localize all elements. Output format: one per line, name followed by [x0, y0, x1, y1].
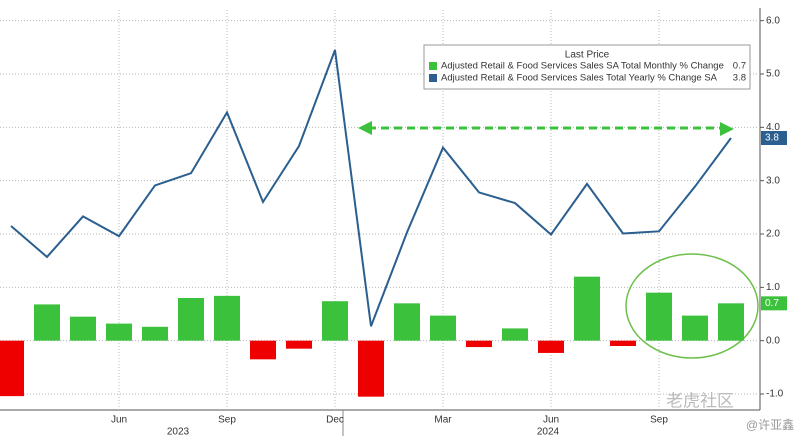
value-tag-label: 3.8: [765, 133, 779, 144]
y-tick-label: 4.0: [766, 122, 780, 133]
value-tag-label: 0.7: [765, 298, 779, 309]
bar: [466, 340, 492, 348]
credit: @许亚鑫: [746, 417, 794, 432]
bar: [358, 340, 384, 397]
y-tick-label: 5.0: [766, 69, 780, 80]
legend-box: [423, 44, 751, 90]
x-tick-label: Dec: [326, 415, 344, 426]
bar: [250, 340, 276, 360]
bar: [34, 304, 60, 341]
legend-swatch: [429, 74, 437, 82]
bar: [70, 316, 96, 341]
x-tick-label: Jun: [543, 415, 559, 426]
y-tick-label: 2.0: [766, 229, 780, 240]
dashed-arrow: [358, 121, 734, 136]
x-tick-label: Sep: [650, 415, 668, 426]
y-tick-label: 0.0: [766, 335, 780, 346]
bar: [286, 340, 312, 349]
bar: [538, 340, 564, 353]
legend-value: 0.7: [733, 61, 746, 72]
bar: [106, 323, 132, 341]
bar: [322, 301, 348, 341]
legend-label: Adjusted Retail & Food Services Sales To…: [441, 73, 718, 84]
bar: [394, 303, 420, 341]
bar: [574, 276, 600, 341]
bar: [646, 292, 672, 341]
bar: [0, 340, 24, 397]
bar: [610, 340, 636, 346]
legend-value: 3.8: [733, 73, 746, 84]
y-tick-label: 6.0: [766, 15, 780, 26]
value-tag: [761, 296, 787, 311]
bar: [142, 326, 168, 341]
value-tag: [761, 131, 787, 145]
x-tick-label: Sep: [218, 415, 236, 426]
x-tick-label: Jun: [111, 415, 127, 426]
bar: [430, 315, 456, 341]
x-tick-label: Mar: [434, 415, 452, 426]
year-label: 2024: [537, 427, 560, 438]
y-tick-label: 3.0: [766, 175, 780, 186]
bar: [718, 303, 744, 341]
bar: [214, 295, 240, 341]
bar: [178, 298, 204, 341]
legend-label: Adjusted Retail & Food Services Sales SA…: [441, 61, 724, 72]
line: [10, 49, 732, 327]
highlight-ellipse: [625, 253, 759, 359]
bar: [682, 315, 708, 341]
legend-swatch: [429, 62, 437, 70]
y-tick-label: 1.0: [766, 282, 780, 293]
y-tick-label: -1.0: [766, 389, 784, 400]
year-label: 2023: [167, 427, 190, 438]
watermark: 老虎社区: [666, 391, 734, 410]
bar: [502, 328, 528, 341]
legend-title: Last Price: [565, 50, 610, 61]
